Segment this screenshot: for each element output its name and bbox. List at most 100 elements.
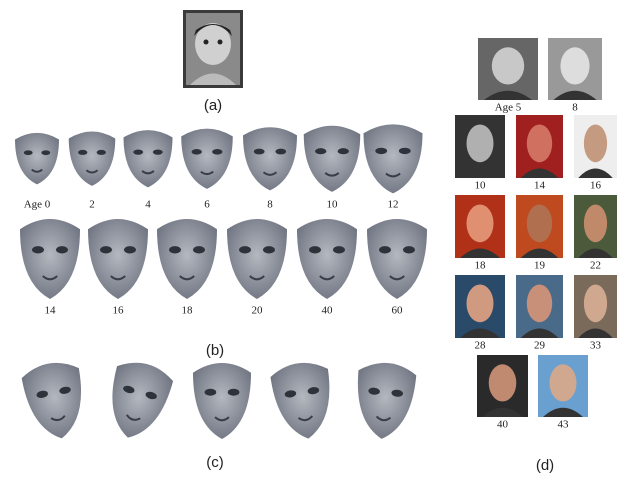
age-photo	[516, 195, 563, 258]
age-label: 60	[392, 305, 404, 317]
age-label: 16	[113, 305, 125, 317]
face-shape	[100, 357, 176, 445]
eye	[375, 148, 387, 154]
face	[157, 219, 217, 299]
photo-face	[550, 364, 577, 401]
photo-face	[560, 47, 589, 84]
age-photo	[455, 275, 505, 338]
age-label: 28	[475, 340, 487, 352]
age-label: Age 5	[495, 102, 522, 114]
eye	[212, 149, 222, 155]
eye	[309, 246, 321, 253]
eye	[193, 246, 205, 253]
face	[69, 131, 116, 185]
age-label: 2	[89, 199, 95, 211]
face-shape	[269, 359, 337, 442]
figure: (a) (b) (c) (d) Age 02468101214161820406…	[0, 0, 619, 483]
age-label: 22	[590, 260, 601, 272]
face-shape	[181, 129, 233, 189]
face-shape	[124, 130, 173, 187]
age-label: 40	[497, 419, 509, 431]
eye	[403, 246, 415, 253]
photo-face	[584, 204, 607, 242]
face	[20, 219, 80, 299]
age-label: 8	[572, 102, 578, 114]
eye	[169, 246, 181, 253]
face	[353, 361, 417, 442]
face	[269, 359, 337, 442]
face-shape	[193, 363, 251, 439]
face-shape	[353, 361, 417, 442]
age-label: 43	[558, 419, 570, 431]
panel-label: (b)	[206, 342, 224, 359]
face-shape	[297, 219, 357, 299]
age-photo	[478, 38, 538, 100]
age-photo	[538, 355, 588, 417]
photo-face	[527, 284, 552, 322]
face	[15, 133, 59, 184]
face	[227, 219, 287, 299]
eye	[315, 148, 326, 154]
photo-face	[527, 124, 552, 162]
face-shape	[304, 126, 361, 192]
age-label: 14	[45, 305, 57, 317]
age-label: 12	[388, 199, 399, 211]
age-label: 19	[534, 260, 546, 272]
eye	[399, 148, 411, 154]
age-photo	[477, 355, 528, 417]
age-label: 18	[475, 260, 487, 272]
eye	[275, 149, 286, 155]
age-label: 20	[252, 305, 264, 317]
photo-face	[489, 364, 517, 401]
age-photo	[455, 115, 505, 178]
face-shape	[69, 131, 116, 185]
eye	[239, 246, 251, 253]
face	[297, 219, 357, 299]
age-label: 8	[267, 199, 273, 211]
photo-face	[584, 284, 607, 322]
age-label: 10	[327, 199, 339, 211]
eye	[32, 246, 44, 253]
face-shape	[243, 127, 297, 190]
age-label: 4	[145, 199, 151, 211]
face	[193, 363, 251, 439]
eye	[153, 149, 163, 154]
face-shape	[157, 219, 217, 299]
photo-face	[467, 284, 494, 322]
age-photo	[455, 195, 505, 258]
face	[367, 219, 427, 299]
age-label: 33	[590, 340, 602, 352]
face-shape	[364, 124, 423, 193]
photo-a	[183, 10, 243, 88]
photo-face	[467, 124, 494, 162]
face	[364, 124, 423, 193]
eye	[338, 148, 349, 154]
age-photo	[574, 275, 617, 338]
eye	[97, 150, 106, 155]
age-photo	[574, 195, 617, 258]
eye	[228, 389, 240, 396]
age-label: 14	[534, 180, 546, 192]
face	[100, 357, 176, 445]
eye	[254, 149, 265, 155]
face	[88, 219, 148, 299]
face-shape	[88, 219, 148, 299]
eye	[205, 389, 217, 396]
panel-label: (d)	[536, 457, 554, 474]
face-shape	[20, 219, 80, 299]
face-shape	[20, 358, 90, 443]
eye	[333, 246, 345, 253]
panel-label: (c)	[206, 454, 224, 471]
face	[181, 129, 233, 189]
age-photo	[548, 38, 602, 100]
eye	[133, 149, 143, 154]
eye	[56, 246, 68, 253]
age-label: 10	[475, 180, 487, 192]
age-photo	[516, 275, 563, 338]
age-photo	[516, 115, 563, 178]
eye	[192, 149, 202, 155]
age-label: 18	[182, 305, 194, 317]
photo-face	[467, 204, 494, 242]
eye	[379, 246, 391, 253]
face	[243, 127, 297, 190]
